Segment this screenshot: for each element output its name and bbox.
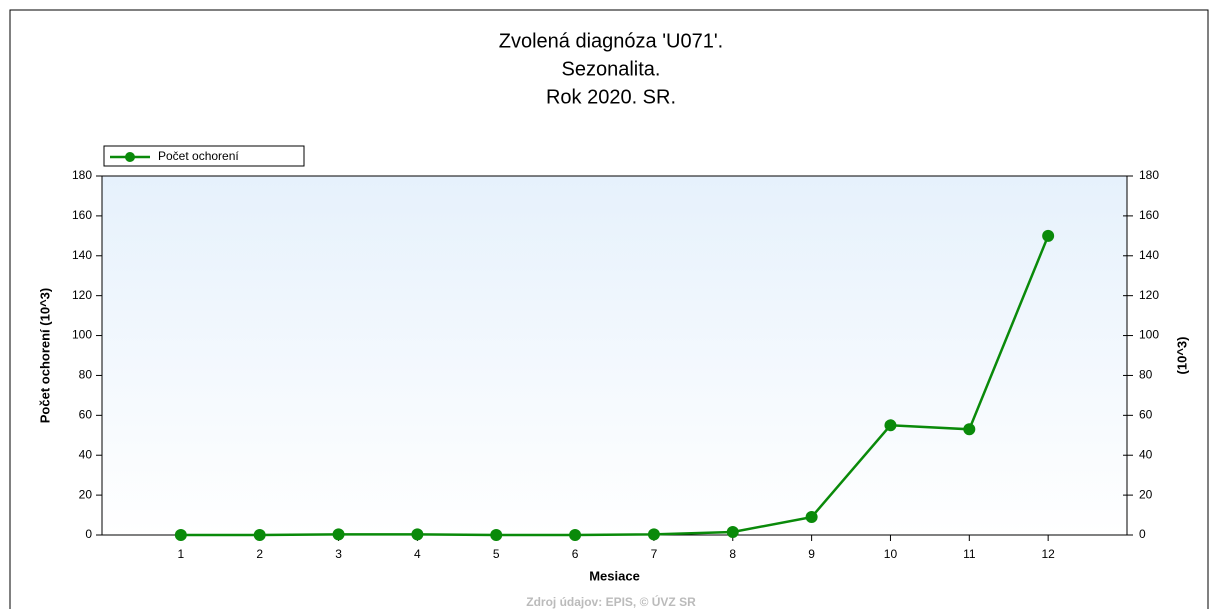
point bbox=[332, 528, 345, 541]
x-tick-label: 1 bbox=[178, 547, 185, 561]
plot-area bbox=[101, 175, 1128, 536]
point bbox=[726, 526, 739, 539]
x-tick-label: 5 bbox=[493, 547, 500, 561]
y-tick-label: 80 bbox=[79, 368, 93, 382]
x-tick-label: 12 bbox=[1041, 547, 1055, 561]
y2-tick-label: 120 bbox=[1139, 288, 1159, 302]
y-tick-label: 140 bbox=[72, 248, 92, 262]
y-tick-label: 40 bbox=[79, 447, 93, 461]
x-tick-label: 10 bbox=[884, 547, 898, 561]
x-axis-label: Mesiace bbox=[589, 568, 640, 583]
y2-tick-label: 40 bbox=[1139, 447, 1153, 461]
legend-marker bbox=[125, 152, 135, 162]
y2-tick-label: 100 bbox=[1139, 328, 1159, 342]
y-tick-label: 20 bbox=[79, 487, 93, 501]
y2-tick-label: 160 bbox=[1139, 208, 1159, 222]
y-tick-label: 160 bbox=[72, 208, 92, 222]
x-tick-label: 3 bbox=[335, 547, 342, 561]
y2-tick-label: 20 bbox=[1139, 487, 1153, 501]
point bbox=[805, 511, 818, 524]
point bbox=[1042, 229, 1055, 242]
chart-title: Sezonalita. bbox=[562, 58, 661, 80]
point bbox=[490, 529, 503, 541]
point bbox=[411, 528, 424, 541]
y2-tick-label: 140 bbox=[1139, 248, 1159, 262]
point bbox=[174, 529, 187, 541]
y2-tick-label: 180 bbox=[1139, 168, 1159, 182]
y-axis-label: Počet ochorení (10^3) bbox=[37, 288, 52, 423]
x-tick-label: 8 bbox=[729, 547, 736, 561]
chart-title: Rok 2020. SR. bbox=[546, 86, 676, 108]
legend-label: Počet ochorení bbox=[158, 149, 239, 163]
y-tick-label: 60 bbox=[79, 408, 93, 422]
x-tick-label: 6 bbox=[572, 547, 579, 561]
point bbox=[569, 529, 582, 541]
point bbox=[884, 419, 897, 432]
point bbox=[253, 529, 266, 541]
y2-tick-label: 80 bbox=[1139, 368, 1153, 382]
x-tick-label: 2 bbox=[256, 547, 263, 561]
y2-tick-label: 0 bbox=[1139, 527, 1146, 541]
x-tick-label: 9 bbox=[808, 547, 815, 561]
x-tick-label: 7 bbox=[651, 547, 658, 561]
point bbox=[647, 528, 660, 541]
series-line bbox=[180, 235, 1050, 537]
legend-box bbox=[103, 145, 305, 167]
point bbox=[963, 423, 976, 436]
frame bbox=[9, 9, 1209, 609]
y2-axis-label: (10^3) bbox=[1174, 337, 1189, 375]
y-tick-label: 100 bbox=[72, 328, 92, 342]
x-tick-label: 4 bbox=[414, 547, 421, 561]
source: Zdroj údajov: EPIS, © ÚVZ SR bbox=[526, 594, 696, 609]
y-tick-label: 180 bbox=[72, 168, 92, 182]
y-tick-label: 120 bbox=[72, 288, 92, 302]
chart-title: Zvolená diagnóza 'U071'. bbox=[499, 30, 723, 52]
y2-tick-label: 60 bbox=[1139, 408, 1153, 422]
y-tick-label: 0 bbox=[85, 527, 92, 541]
x-tick-label: 11 bbox=[963, 547, 976, 561]
